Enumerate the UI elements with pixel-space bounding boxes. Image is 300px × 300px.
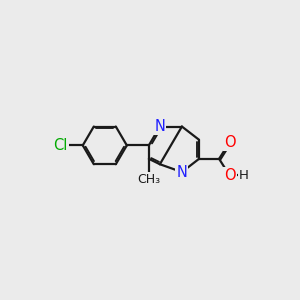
Text: N: N [154, 119, 165, 134]
Text: O: O [224, 135, 236, 150]
Text: N: N [176, 165, 187, 180]
Text: Cl: Cl [54, 138, 68, 153]
Text: CH₃: CH₃ [137, 173, 160, 186]
Text: O: O [224, 168, 236, 183]
Text: H: H [238, 169, 248, 182]
